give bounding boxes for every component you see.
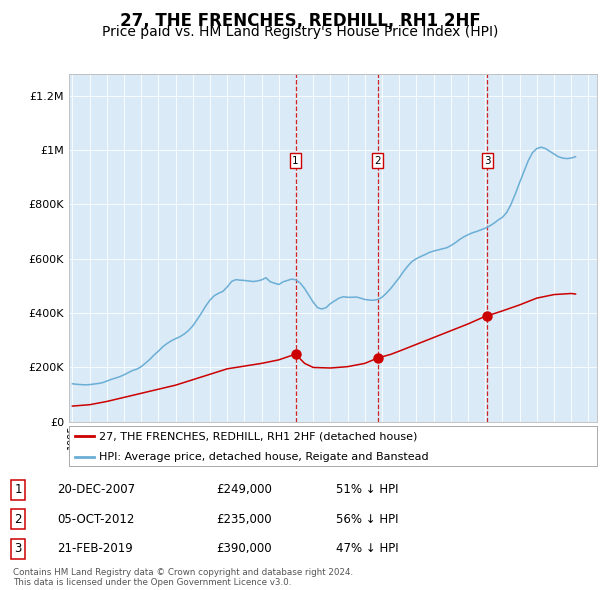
Text: £390,000: £390,000 [216,542,272,555]
Text: 1: 1 [292,156,299,166]
Text: 27, THE FRENCHES, REDHILL, RH1 2HF (detached house): 27, THE FRENCHES, REDHILL, RH1 2HF (deta… [98,431,417,441]
Text: Price paid vs. HM Land Registry's House Price Index (HPI): Price paid vs. HM Land Registry's House … [102,25,498,39]
Text: 27, THE FRENCHES, REDHILL, RH1 2HF: 27, THE FRENCHES, REDHILL, RH1 2HF [119,12,481,30]
Text: 20-DEC-2007: 20-DEC-2007 [57,483,135,496]
Text: 3: 3 [484,156,491,166]
Text: 47% ↓ HPI: 47% ↓ HPI [336,542,398,555]
Text: 21-FEB-2019: 21-FEB-2019 [57,542,133,555]
Text: 2: 2 [14,513,22,526]
Text: 05-OCT-2012: 05-OCT-2012 [57,513,134,526]
Text: HPI: Average price, detached house, Reigate and Banstead: HPI: Average price, detached house, Reig… [98,453,428,463]
Text: 56% ↓ HPI: 56% ↓ HPI [336,513,398,526]
Text: 51% ↓ HPI: 51% ↓ HPI [336,483,398,496]
Text: 2: 2 [374,156,381,166]
Text: £249,000: £249,000 [216,483,272,496]
Text: 1: 1 [14,483,22,496]
Text: Contains HM Land Registry data © Crown copyright and database right 2024.
This d: Contains HM Land Registry data © Crown c… [13,568,353,587]
Text: 3: 3 [14,542,22,555]
Text: £235,000: £235,000 [216,513,272,526]
